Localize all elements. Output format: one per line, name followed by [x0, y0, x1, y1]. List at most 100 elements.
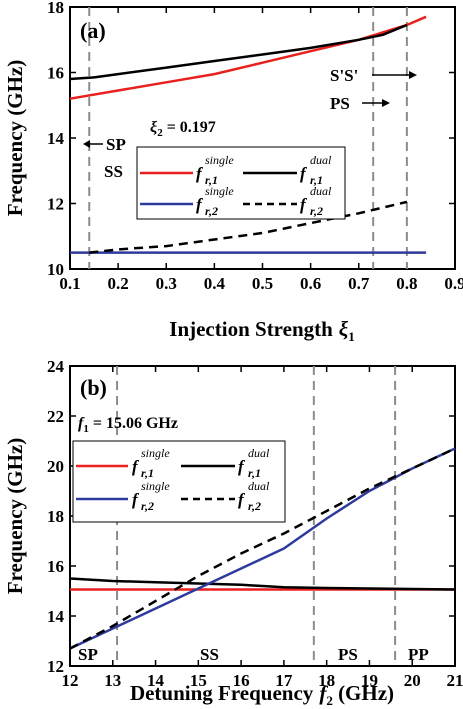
svg-text:dual: dual: [248, 446, 270, 460]
panel-a-legend-swatches: [140, 171, 297, 206]
y-tick-label: 20: [47, 457, 64, 476]
series-line-f-r-1-dual: [69, 23, 408, 81]
x-tick-label: 0.3: [156, 274, 177, 293]
panel-b-series: [69, 447, 456, 650]
y-tick-label: 22: [47, 407, 64, 426]
panel-a-annotation-sp: SP: [106, 135, 126, 154]
svg-text:r,2: r,2: [141, 499, 154, 513]
panel-b-label: (b): [80, 375, 107, 400]
x-tick-label: 0.9: [444, 274, 463, 293]
panel-b-legend-title-symbol: f: [78, 415, 85, 432]
panel-a-annotation-ps: PS: [330, 94, 350, 113]
svg-text:f: f: [196, 195, 204, 214]
panel-b-annotation-sp: SP: [78, 645, 98, 664]
x-tick-label: 17: [275, 671, 293, 690]
svg-text:f: f: [132, 490, 140, 509]
panel-a-arrow-sprime: [372, 71, 417, 79]
panel-a-arrow-ps: [362, 99, 390, 107]
svg-text:f: f: [132, 457, 140, 476]
x-tick-label: 19: [361, 671, 378, 690]
panel-b-x-axis-label: Detuning Frequency f2 (GHz): [130, 681, 394, 708]
svg-text:r,2: r,2: [248, 499, 261, 513]
svg-text:dual: dual: [248, 479, 270, 493]
panel-b-ticks: 12 13 14 15 16 17 18 19 20 21 12 14 16 18 20 22 24: [47, 357, 463, 690]
panel-b-legend-title-value: = 15.06 GHz: [89, 415, 178, 432]
panel-b-legend-title-sub: 1: [83, 423, 89, 435]
svg-text:dual: dual: [310, 184, 332, 198]
x-tick-label: 0.8: [396, 274, 417, 293]
svg-text:r,1: r,1: [141, 466, 154, 480]
y-tick-label: 18: [47, 507, 64, 526]
x-tick-label: 0.6: [300, 274, 321, 293]
x-tick-label: 13: [104, 671, 121, 690]
panel-b-annotation-ps: PS: [338, 645, 358, 664]
panel-b-legend-box: [72, 440, 286, 523]
x-tick-label: 0.5: [252, 274, 273, 293]
series-line-f-r-2-dual: [69, 447, 456, 650]
panel-a-arrow-sp: [83, 140, 103, 148]
svg-text:f: f: [196, 164, 204, 183]
x-tick-label: 20: [404, 671, 421, 690]
panel-a-plot-frame: [69, 6, 456, 270]
x-tick-label: 0.2: [108, 274, 129, 293]
series-line-f-r-1-dual: [69, 577, 456, 591]
y-tick-label: 24: [47, 357, 65, 376]
x-tick-label: 0.7: [348, 274, 370, 293]
svg-text:single: single: [205, 184, 234, 198]
x-tick-label: 18: [318, 671, 335, 690]
x-tick-label: 0.4: [204, 274, 226, 293]
y-tick-label: 14: [47, 607, 65, 626]
panel-a: 0.1 0.2 0.3 0.4 0.5 0.6 0.7 0.8 0.9 10 12 14 16 18 (a…: [3, 0, 463, 344]
svg-text:f: f: [238, 490, 246, 509]
svg-text:f: f: [300, 164, 308, 183]
y-tick-label: 10: [47, 260, 64, 279]
svg-text:f: f: [300, 195, 308, 214]
panel-a-ticks: 0.1 0.2 0.3 0.4 0.5 0.6 0.7 0.8 0.9 10 12 14 16 18: [47, 0, 463, 293]
y-tick-label: 16: [47, 557, 64, 576]
panel-a-x-axis-label-symbol: ξ: [339, 317, 349, 341]
x-tick-label: 14: [147, 671, 165, 690]
panel-a-legend-title-symbol: ξ: [150, 119, 158, 136]
series-line-f-r-2-dual: [89, 200, 408, 254]
panel-b-legend-title: f1 = 15.06 GHz: [78, 415, 178, 435]
panel-b-y-axis-label: Frequency (GHz): [3, 438, 27, 595]
svg-text:r,2: r,2: [310, 204, 323, 218]
panel-a-series: [69, 15, 427, 254]
svg-text:r,1: r,1: [205, 173, 218, 187]
y-tick-label: 12: [47, 657, 64, 676]
x-tick-label: 12: [62, 671, 79, 690]
panel-a-y-axis-label: Frequency (GHz): [3, 60, 27, 217]
panel-a-legend-box: [136, 146, 346, 220]
svg-text:r,2: r,2: [205, 204, 218, 218]
panel-b-annotation-pp: PP: [408, 645, 429, 664]
y-tick-label: 18: [47, 0, 64, 17]
panel-b-legend-swatches: [76, 464, 235, 501]
svg-text:f: f: [238, 457, 246, 476]
panel-a-annotation-sprime: S'S': [330, 66, 358, 85]
panel-a-x-axis-label: Injection Strength ξ1: [169, 317, 354, 344]
svg-text:dual: dual: [310, 153, 332, 167]
panel-a-legend-title-value: = 0.197: [163, 119, 216, 136]
panel-a-label: (a): [80, 18, 106, 43]
panel-b-x-axis-label-text: Detuning Frequency: [130, 681, 314, 705]
y-tick-label: 12: [47, 195, 64, 214]
panel-a-x-axis-label-sub: 1: [348, 329, 355, 344]
svg-text:single: single: [205, 153, 234, 167]
y-tick-label: 16: [47, 64, 64, 83]
svg-text:single: single: [141, 446, 170, 460]
x-tick-label: 0.1: [59, 274, 80, 293]
panel-b-x-axis-label-symbol: f: [319, 681, 328, 705]
svg-text:single: single: [141, 479, 170, 493]
y-tick-label: 14: [47, 129, 65, 148]
panel-a-annotation-ss: SS: [104, 162, 123, 181]
x-tick-label: 16: [233, 671, 250, 690]
